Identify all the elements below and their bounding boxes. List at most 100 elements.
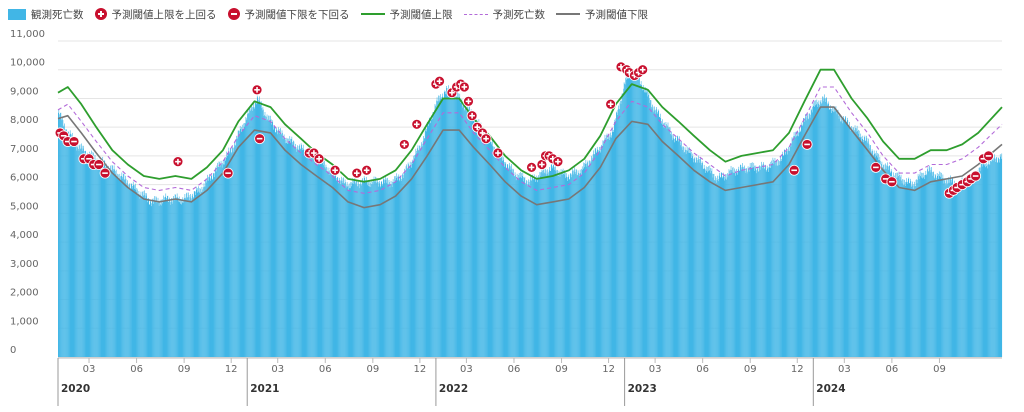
observed-bar: [213, 173, 215, 357]
observed-bar: [156, 197, 157, 357]
observed-bar: [149, 204, 151, 357]
observed-bar: [991, 161, 992, 357]
observed-bar: [128, 184, 130, 357]
observed-bar: [682, 146, 684, 357]
observed-bar: [142, 191, 143, 357]
observed-bar: [656, 112, 658, 358]
observed-bar: [440, 94, 441, 357]
observed-bar: [431, 119, 433, 357]
observed-bar: [448, 85, 449, 357]
observed-bar: [497, 153, 498, 357]
observed-bar: [800, 131, 802, 357]
observed-bar: [865, 140, 866, 357]
legend-upper[interactable]: 予測閾値上限: [360, 7, 453, 22]
observed-bar: [502, 160, 503, 357]
observed-bar: [192, 193, 193, 357]
observed-bar: [552, 166, 554, 357]
observed-bar: [105, 167, 107, 357]
observed-bar: [248, 113, 249, 357]
observed-bar: [419, 145, 421, 357]
observed-bar: [175, 199, 177, 357]
x-tick-label: 06: [696, 364, 709, 375]
observed-bar: [969, 178, 971, 357]
observed-bar: [420, 147, 422, 357]
observed-bar: [818, 100, 820, 357]
observed-bar: [564, 172, 566, 357]
observed-bar: [912, 185, 914, 357]
observed-bar: [427, 122, 429, 357]
legend-below[interactable]: 予測閾値下限を下回る: [227, 7, 350, 22]
y-tick-label: 8,000: [10, 115, 39, 126]
x-tick-label: 09: [366, 364, 379, 375]
observed-bar: [631, 72, 632, 358]
observed-bar: [171, 197, 172, 357]
observed-bar: [947, 182, 949, 357]
observed-bar: [196, 192, 198, 357]
observed-bar: [786, 151, 788, 357]
observed-bar: [476, 119, 478, 357]
legend-lower[interactable]: 予測閾値下限: [556, 7, 648, 22]
observed-bar: [272, 126, 274, 358]
observed-bar: [552, 161, 554, 357]
observed-bar: [838, 115, 839, 358]
observed-bar: [315, 159, 317, 357]
observed-bar: [400, 176, 401, 357]
legend-observed[interactable]: 観測死亡数: [8, 7, 84, 22]
observed-bar: [60, 112, 61, 358]
observed-bar: [636, 76, 637, 357]
observed-bar: [507, 164, 509, 357]
observed-bar: [299, 144, 300, 357]
observed-bar: [590, 164, 591, 357]
observed-bar: [979, 167, 980, 357]
observed-bar: [408, 168, 410, 357]
observed-bar: [227, 151, 229, 357]
observed-bar: [829, 105, 831, 357]
legend-above[interactable]: 予測閾値上限を上回る: [94, 7, 217, 22]
observed-bar: [890, 169, 892, 357]
observed-bar: [535, 175, 537, 357]
observed-bar: [566, 177, 568, 357]
observed-bar: [220, 165, 221, 357]
observed-bar: [821, 102, 823, 358]
observed-bar: [124, 179, 126, 357]
observed-bar: [193, 191, 195, 357]
observed-bar: [843, 116, 844, 357]
observed-bar: [246, 118, 247, 357]
observed-bar: [452, 94, 453, 357]
observed-bar: [690, 152, 692, 357]
observed-bar: [989, 164, 990, 357]
observed-bar: [524, 176, 526, 357]
observed-bar: [484, 136, 486, 357]
observed-bar: [620, 100, 621, 358]
observed-bar: [71, 132, 73, 357]
observed-bar: [219, 162, 220, 357]
observed-bar: [334, 176, 336, 357]
observed-bar: [414, 158, 416, 357]
observed-bar: [983, 163, 984, 357]
observed-bar: [786, 147, 787, 357]
observed-bar: [64, 128, 66, 357]
observed-bar: [439, 98, 441, 357]
observed-bar: [595, 153, 597, 357]
observed-bar: [720, 172, 722, 357]
observed-bar: [711, 168, 713, 357]
observed-bar: [798, 136, 800, 357]
observed-bar: [169, 197, 170, 357]
observed-bar: [100, 157, 101, 357]
observed-bar: [915, 186, 916, 357]
observed-bar: [861, 141, 863, 357]
observed-bar: [224, 157, 226, 357]
observed-bar: [449, 88, 451, 357]
observed-bar: [565, 178, 566, 357]
observed-bar: [826, 97, 827, 357]
observed-bar: [787, 154, 788, 357]
legend-expected[interactable]: 予測死亡数: [463, 7, 545, 22]
observed-bar: [355, 184, 357, 357]
observed-bar: [159, 199, 161, 357]
observed-bar: [174, 199, 175, 357]
observed-bar: [598, 146, 600, 357]
observed-bar: [153, 203, 154, 357]
observed-bar: [264, 111, 266, 358]
observed-bar: [863, 139, 864, 357]
observed-bar: [366, 185, 368, 357]
